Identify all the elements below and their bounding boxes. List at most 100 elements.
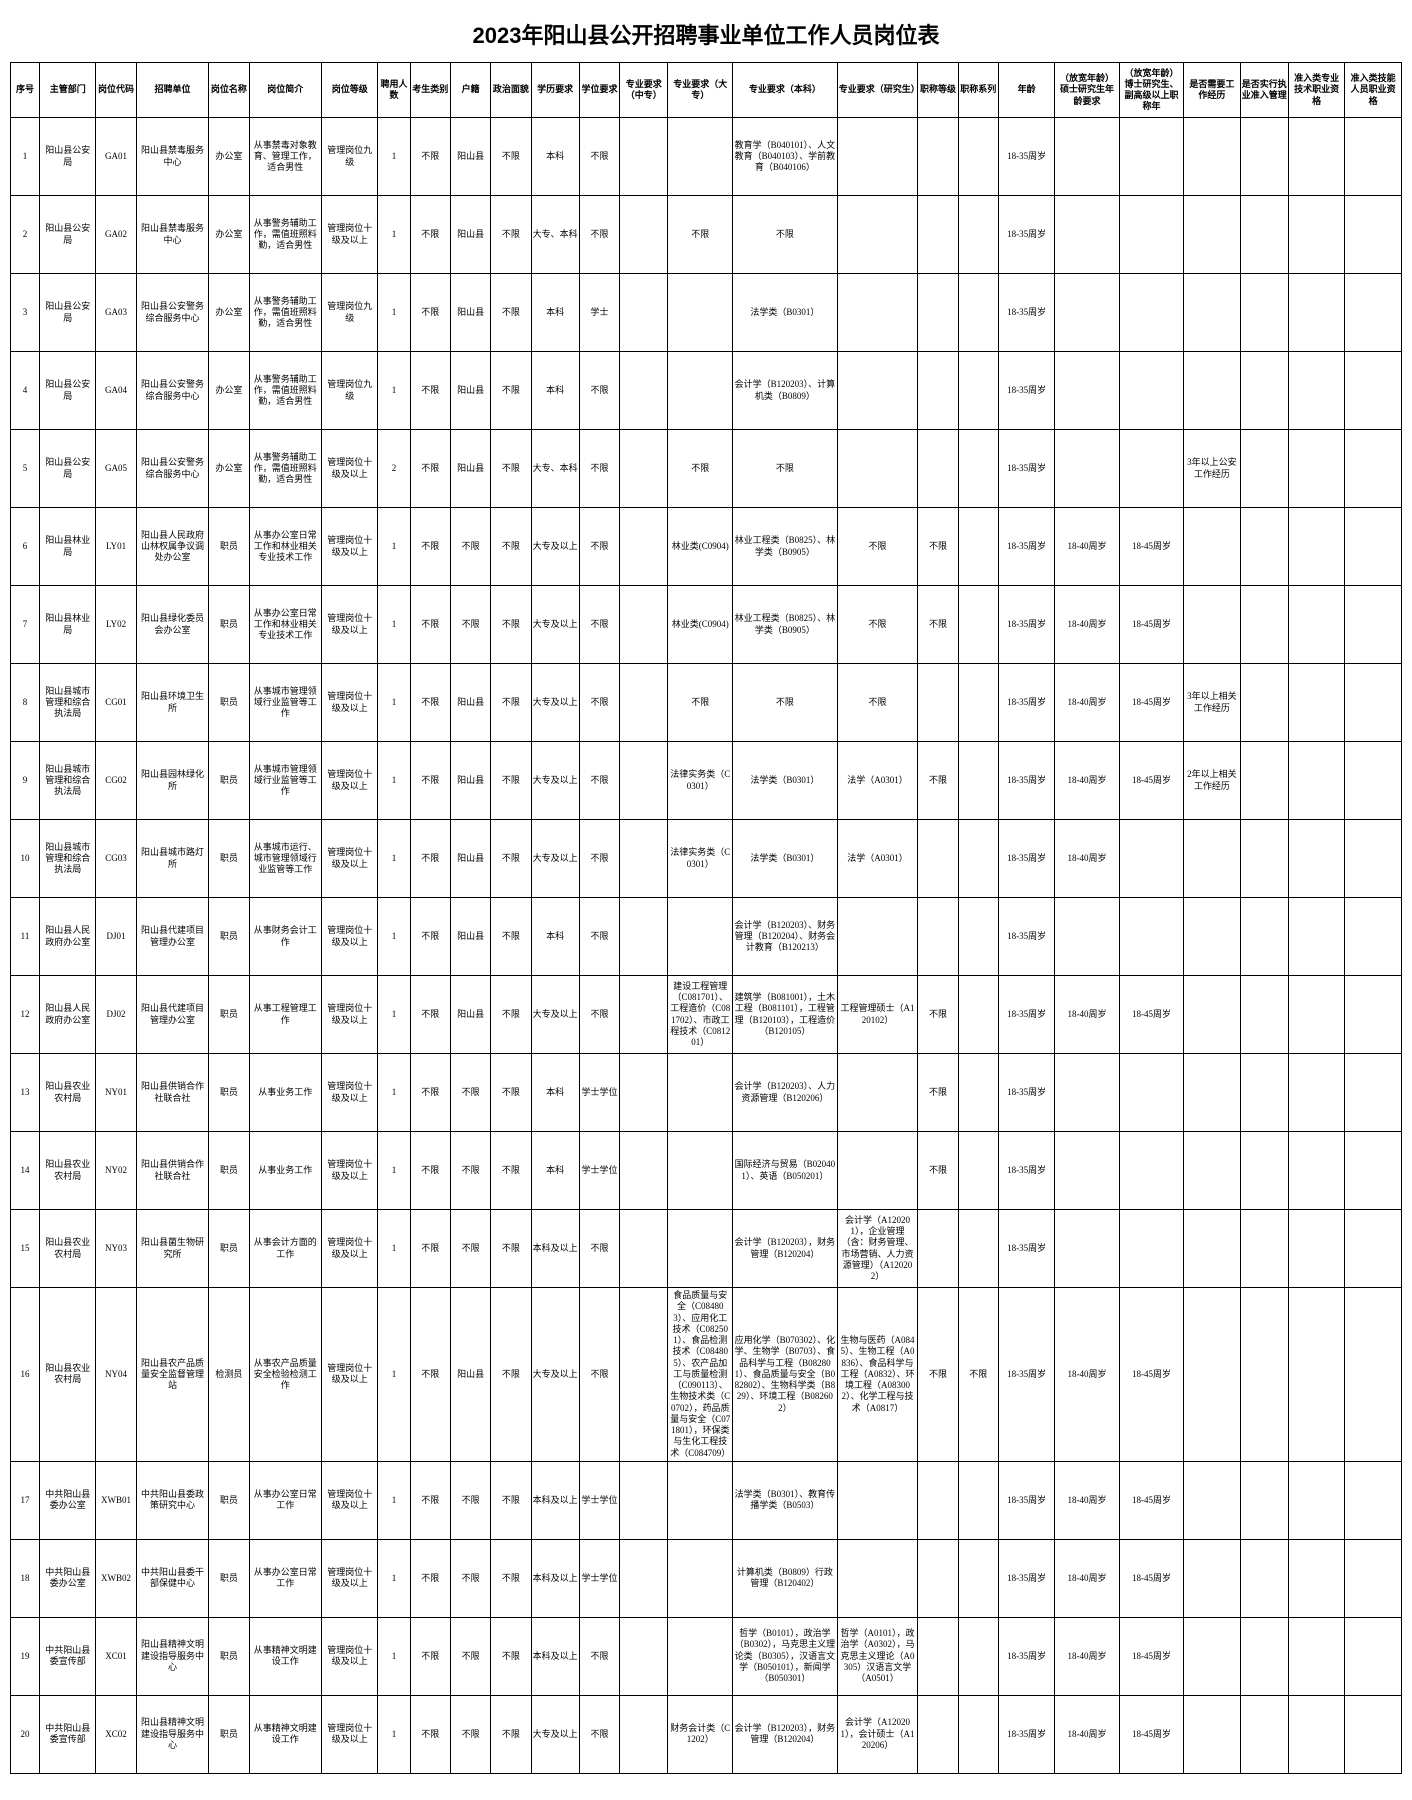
cell-unit: 阳山县精神文明建设指导服务中心 xyxy=(136,1617,209,1695)
cell-age3 xyxy=(1119,430,1183,508)
cell-pos: 职员 xyxy=(209,1054,249,1132)
cell-deg: 不限 xyxy=(579,508,619,586)
cell-desc: 从事城市管理领域行业监管等工作 xyxy=(249,742,322,820)
cell-bk: 建筑学（B081001），土木工程（B081101），工程管理（B120103）… xyxy=(732,976,837,1054)
table-row: 13阳山县农业农村局NY01阳山县供销合作社联合社职员从事业务工作管理岗位十级及… xyxy=(11,1054,1402,1132)
cell-num: 1 xyxy=(378,1461,410,1539)
cell-exp: 3年以上相关工作经历 xyxy=(1184,664,1240,742)
cell-yjs xyxy=(837,1132,918,1210)
table-header-row: 序号主管部门岗位代码招聘单位岗位名称岗位简介岗位等级聘用人数考生类别户籍政治面貌… xyxy=(11,63,1402,118)
cell-pol: 不限 xyxy=(491,1539,531,1617)
cell-hukou: 阳山县 xyxy=(450,118,490,196)
cell-exp xyxy=(1184,1539,1240,1617)
cell-exp xyxy=(1184,586,1240,664)
cell-bk: 不限 xyxy=(732,664,837,742)
cell-seq: 3 xyxy=(11,274,40,352)
table-row: 2阳山县公安局GA02阳山县禁毒服务中心办公室从事警务辅助工作，需值班照料勤，适… xyxy=(11,196,1402,274)
cell-dept: 阳山县人民政府办公室 xyxy=(40,976,96,1054)
cell-mgmt xyxy=(1240,742,1288,820)
cell-seq: 9 xyxy=(11,742,40,820)
cell-pol: 不限 xyxy=(491,1617,531,1695)
cell-dz: 不限 xyxy=(668,664,732,742)
cell-unit: 阳山县禁毒服务中心 xyxy=(136,118,209,196)
cell-edu: 本科 xyxy=(531,352,579,430)
cell-mgmt xyxy=(1240,1461,1288,1539)
cell-seq: 7 xyxy=(11,586,40,664)
cell-hukou: 阳山县 xyxy=(450,352,490,430)
cell-zz xyxy=(620,274,668,352)
cell-edu: 本科及以上 xyxy=(531,1210,579,1288)
cell-level: 管理岗位十级及以上 xyxy=(322,664,378,742)
cell-seq: 20 xyxy=(11,1695,40,1773)
cell-bk: 应用化学（B070302）、化学、生物学（B0703）、食品科学与工程（B082… xyxy=(732,1288,837,1462)
cell-zyzg xyxy=(1288,1288,1344,1462)
cell-pol: 不限 xyxy=(491,1132,531,1210)
cell-zcdj xyxy=(918,1617,958,1695)
cell-dz: 财务会计类（C1202） xyxy=(668,1695,732,1773)
cell-age2: 18-40周岁 xyxy=(1055,508,1119,586)
cell-zyzg2 xyxy=(1345,274,1402,352)
cell-exp xyxy=(1184,196,1240,274)
cell-age2: 18-40周岁 xyxy=(1055,1617,1119,1695)
cell-dept: 阳山县林业局 xyxy=(40,586,96,664)
cell-age2 xyxy=(1055,1054,1119,1132)
cell-bk: 哲学（B0101），政治学（B0302），马克思主义理论类（B0305），汉语言… xyxy=(732,1617,837,1695)
table-row: 9阳山县城市管理和综合执法局CG02阳山县园林绿化所职员从事城市管理领域行业监管… xyxy=(11,742,1402,820)
cell-yjs xyxy=(837,1054,918,1132)
cell-deg: 学士学位 xyxy=(579,1132,619,1210)
table-row: 7阳山县林业局LY02阳山县绿化委员会办公室职员从事办公室日常工作和林业相关专业… xyxy=(11,586,1402,664)
cell-zcdj: 不限 xyxy=(918,508,958,586)
cell-pos: 职员 xyxy=(209,820,249,898)
cell-pos: 职员 xyxy=(209,898,249,976)
cell-level: 管理岗位十级及以上 xyxy=(322,976,378,1054)
cell-zcxl: 不限 xyxy=(958,1288,998,1462)
cell-zyzg2 xyxy=(1345,1461,1402,1539)
column-header: 准入类专业技术职业资格 xyxy=(1288,63,1344,118)
cell-num: 1 xyxy=(378,1210,410,1288)
cell-zyzg xyxy=(1288,586,1344,664)
cell-mgmt xyxy=(1240,118,1288,196)
column-header: （放宽年龄）硕士研究生年龄要求 xyxy=(1055,63,1119,118)
cell-age: 18-35周岁 xyxy=(998,196,1054,274)
cell-num: 1 xyxy=(378,820,410,898)
cell-age2: 18-40周岁 xyxy=(1055,1695,1119,1773)
cell-pol: 不限 xyxy=(491,352,531,430)
cell-age2 xyxy=(1055,1210,1119,1288)
cell-deg: 不限 xyxy=(579,1288,619,1462)
cell-desc: 从事城市管理领域行业监管等工作 xyxy=(249,664,322,742)
cell-mgmt xyxy=(1240,1210,1288,1288)
cell-mgmt xyxy=(1240,1132,1288,1210)
cell-age3: 18-45周岁 xyxy=(1119,1539,1183,1617)
cell-hukou: 不限 xyxy=(450,1132,490,1210)
cell-age: 18-35周岁 xyxy=(998,1054,1054,1132)
cell-zcdj xyxy=(918,274,958,352)
table-row: 14阳山县农业农村局NY02阳山县供销合作社联合社职员从事业务工作管理岗位十级及… xyxy=(11,1132,1402,1210)
cell-level: 管理岗位十级及以上 xyxy=(322,1054,378,1132)
cell-code: NY01 xyxy=(96,1054,136,1132)
positions-table: 序号主管部门岗位代码招聘单位岗位名称岗位简介岗位等级聘用人数考生类别户籍政治面貌… xyxy=(10,62,1402,1774)
table-row: 8阳山县城市管理和综合执法局CG01阳山县环境卫生所职员从事城市管理领域行业监管… xyxy=(11,664,1402,742)
cell-deg: 学士 xyxy=(579,274,619,352)
cell-dept: 阳山县人民政府办公室 xyxy=(40,898,96,976)
cell-hukou: 不限 xyxy=(450,586,490,664)
cell-exp xyxy=(1184,508,1240,586)
cell-zyzg xyxy=(1288,1132,1344,1210)
cell-yjs xyxy=(837,430,918,508)
cell-mgmt xyxy=(1240,664,1288,742)
cell-zz xyxy=(620,1617,668,1695)
table-row: 10阳山县城市管理和综合执法局CG03阳山县城市路灯所职员从事城市运行、城市管理… xyxy=(11,820,1402,898)
cell-dept: 阳山县农业农村局 xyxy=(40,1288,96,1462)
cell-zcxl xyxy=(958,1617,998,1695)
cell-src: 不限 xyxy=(410,508,450,586)
cell-age3: 18-45周岁 xyxy=(1119,1461,1183,1539)
cell-mgmt xyxy=(1240,976,1288,1054)
cell-unit: 阳山县农产品质量安全监督管理站 xyxy=(136,1288,209,1462)
cell-zyzg xyxy=(1288,508,1344,586)
cell-hukou: 阳山县 xyxy=(450,430,490,508)
cell-edu: 本科 xyxy=(531,274,579,352)
cell-edu: 本科 xyxy=(531,1054,579,1132)
cell-age: 18-35周岁 xyxy=(998,274,1054,352)
cell-exp xyxy=(1184,118,1240,196)
cell-zcxl xyxy=(958,1210,998,1288)
cell-zz xyxy=(620,1054,668,1132)
